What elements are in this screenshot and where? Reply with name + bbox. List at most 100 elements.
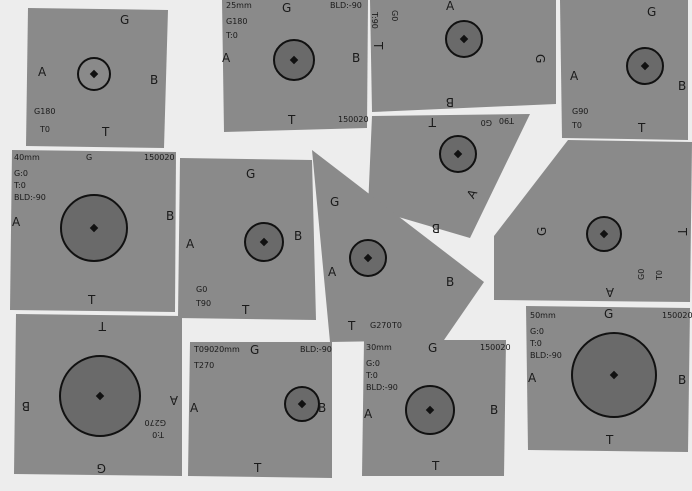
label-t-angle: T:90 bbox=[370, 11, 379, 29]
sample-card-6: 40mm G 150020 G:0 T:0 BLD:-90 A B T bbox=[10, 150, 176, 312]
label-g: G bbox=[120, 13, 129, 27]
label-t-angle: T:0 bbox=[13, 181, 26, 190]
label-g-angle: G270 bbox=[145, 418, 166, 427]
label-g: G bbox=[246, 167, 255, 181]
label-t-angle: T0 bbox=[391, 321, 402, 330]
label-t: T bbox=[98, 319, 107, 333]
label-t: T bbox=[101, 125, 110, 139]
label-g-angle: G270 bbox=[370, 321, 391, 330]
label-a: A bbox=[605, 285, 614, 299]
sample-card-2: 25mm G BLD:-90 G180 T:0 A B T 150020 bbox=[222, 0, 369, 132]
label-g: G bbox=[647, 5, 656, 19]
sample-card-4: G A B T G90 T0 bbox=[560, 0, 688, 140]
label-t: T bbox=[371, 41, 385, 50]
label-g: G bbox=[533, 54, 547, 63]
sample-card-12: 30mm G 150020 G:0 T:0 BLD:-90 A B T bbox=[362, 340, 511, 476]
label-t-angle: T:0 bbox=[152, 430, 165, 439]
label-b: B bbox=[166, 209, 174, 223]
label-bld: BLD:-90 bbox=[366, 383, 398, 392]
label-g: G bbox=[604, 307, 613, 321]
label-t: T bbox=[287, 113, 296, 127]
label-g: G bbox=[535, 227, 549, 236]
label-b: B bbox=[446, 275, 454, 289]
label-t: T bbox=[431, 459, 440, 473]
label-size: 20mm bbox=[214, 345, 240, 354]
label-g: G bbox=[86, 153, 92, 162]
label-t: T bbox=[241, 303, 250, 317]
label-b: B bbox=[490, 403, 498, 417]
label-g-angle: G:0 bbox=[530, 327, 544, 336]
label-t: T bbox=[347, 319, 356, 333]
label-size: 50mm bbox=[530, 311, 556, 320]
label-g-angle: G:0 bbox=[366, 359, 380, 368]
label-t-angle: T0 bbox=[655, 270, 664, 281]
label-bld: BLD:-90 bbox=[530, 351, 562, 360]
label-g: G bbox=[250, 343, 259, 357]
label-a: A bbox=[222, 51, 231, 65]
label-t-angle: T90 bbox=[195, 299, 211, 308]
label-bld: BLD:-90 bbox=[14, 193, 46, 202]
label-code: 150020 bbox=[338, 115, 369, 124]
label-g-angle: G180 bbox=[34, 107, 55, 116]
label-t-angle: T270 bbox=[193, 361, 214, 370]
label-t-angle: T:0 bbox=[529, 339, 542, 348]
label-code: 150020 bbox=[144, 153, 175, 162]
label-g-angle: G:0 bbox=[14, 169, 28, 178]
label-bld: BLD:-90 bbox=[330, 1, 362, 10]
label-t-angle: T0 bbox=[39, 125, 50, 134]
label-a: A bbox=[528, 371, 537, 385]
label-b: B bbox=[678, 373, 686, 387]
label-b: B bbox=[446, 95, 454, 109]
label-g: G bbox=[282, 1, 291, 15]
label-b: B bbox=[352, 51, 360, 65]
label-g-angle: G180 bbox=[226, 17, 247, 26]
sample-card-8: G A B T G270 T0 bbox=[312, 150, 484, 342]
sample-card-3: A T G B T:90 G0 bbox=[370, 0, 556, 112]
label-b: B bbox=[678, 79, 686, 93]
label-t-angle: T0 bbox=[571, 121, 582, 130]
sample-card-11: T090 20mm G BLD:-90 T270 A B T bbox=[188, 342, 332, 478]
label-t: T bbox=[605, 433, 614, 447]
label-a: A bbox=[190, 401, 199, 415]
label-g: G bbox=[97, 461, 106, 475]
label-g: G bbox=[428, 341, 437, 355]
label-t: T bbox=[253, 461, 262, 475]
label-b: B bbox=[432, 221, 440, 235]
label-a: A bbox=[364, 407, 373, 421]
label-b: B bbox=[22, 399, 30, 413]
sample-card-10: T B A G270 T:0 G bbox=[14, 314, 182, 476]
sample-card-1: G A B T G180 T0 bbox=[26, 8, 168, 148]
label-a: A bbox=[38, 65, 47, 79]
sample-card-5: T G0 T90 B A bbox=[368, 114, 530, 238]
label-a: A bbox=[328, 265, 337, 279]
label-g-angle: G0 bbox=[196, 285, 207, 294]
label-code: 150020 bbox=[480, 343, 511, 352]
label-t: T bbox=[637, 121, 646, 135]
label-a: A bbox=[169, 393, 178, 407]
label-g-angle: G0 bbox=[390, 10, 399, 21]
label-t-angle: T:0 bbox=[225, 31, 238, 40]
label-t: T bbox=[675, 227, 689, 236]
label-b: B bbox=[318, 401, 326, 415]
label-a: A bbox=[186, 237, 195, 251]
label-t: T bbox=[428, 115, 437, 129]
label-b: B bbox=[150, 73, 158, 87]
label-bld: BLD:-90 bbox=[300, 345, 332, 354]
label-size: 25mm bbox=[226, 1, 252, 10]
label-g-angle: G0 bbox=[481, 118, 492, 127]
sample-card-7: G A B G0 T90 T bbox=[178, 158, 316, 320]
label-g-angle: G0 bbox=[637, 269, 646, 280]
sample-card-13: 50mm G 150020 G:0 T:0 BLD:-90 A B T bbox=[526, 306, 692, 452]
label-a: A bbox=[12, 215, 21, 229]
label-a: A bbox=[446, 0, 455, 13]
label-g-angle: G90 bbox=[572, 107, 588, 116]
label-size: 40mm bbox=[14, 153, 40, 162]
label-t: T bbox=[87, 293, 96, 307]
label-code: 150020 bbox=[662, 311, 692, 320]
label-b: B bbox=[294, 229, 302, 243]
label-t-angle-top: T090 bbox=[193, 345, 214, 354]
label-t-angle: T:0 bbox=[365, 371, 378, 380]
label-size: 30mm bbox=[366, 343, 392, 352]
label-a: A bbox=[570, 69, 579, 83]
